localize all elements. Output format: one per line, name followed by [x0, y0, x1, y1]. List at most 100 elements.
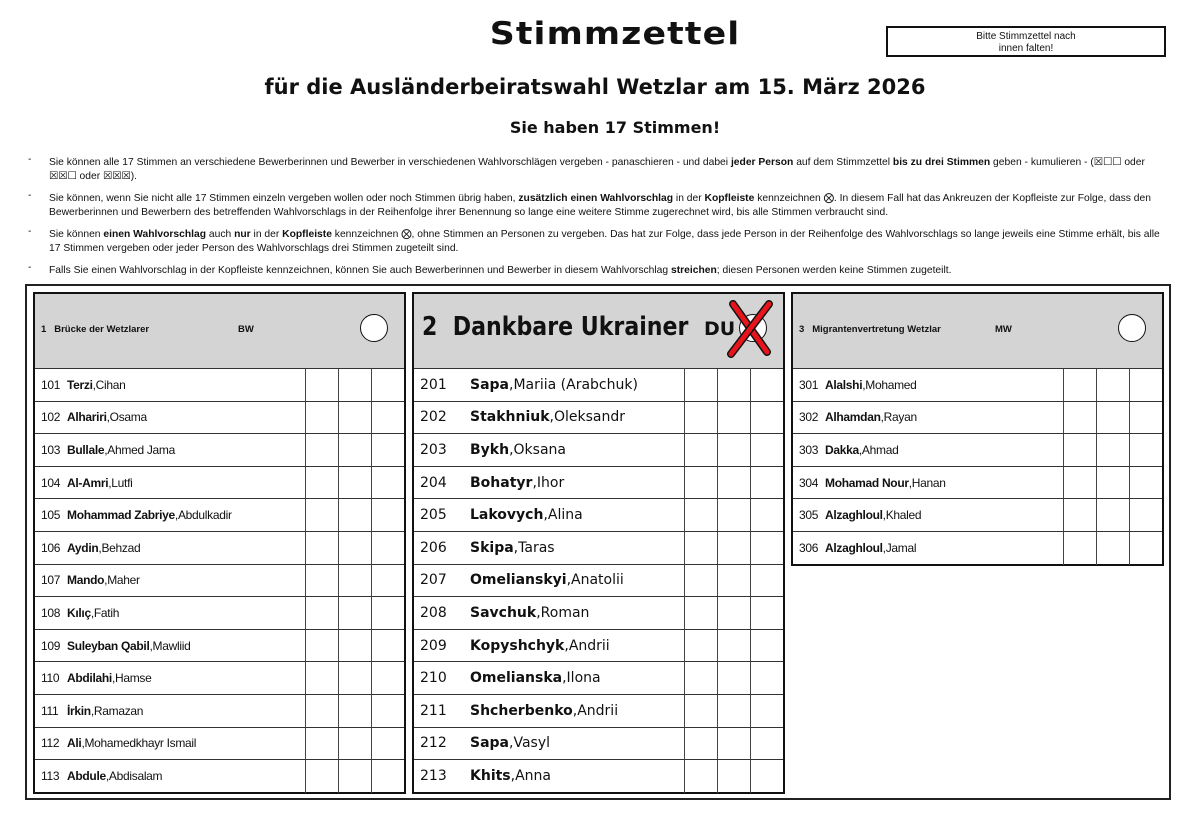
- vote-box[interactable]: [1096, 434, 1129, 466]
- vote-box[interactable]: [717, 694, 750, 727]
- vote-box[interactable]: [305, 662, 338, 694]
- vote-box[interactable]: [717, 760, 750, 793]
- vote-box[interactable]: [684, 564, 717, 597]
- vote-box[interactable]: [717, 466, 750, 499]
- vote-box[interactable]: [1129, 401, 1162, 434]
- vote-box[interactable]: [371, 662, 404, 694]
- vote-box[interactable]: [1096, 401, 1129, 434]
- vote-box[interactable]: [1129, 499, 1162, 531]
- vote-box[interactable]: [305, 499, 338, 531]
- vote-box[interactable]: [371, 629, 404, 662]
- vote-box[interactable]: [750, 499, 783, 531]
- vote-box[interactable]: [338, 434, 371, 466]
- vote-box[interactable]: [305, 434, 338, 466]
- vote-box[interactable]: [684, 597, 717, 629]
- vote-box[interactable]: [750, 564, 783, 597]
- vote-box[interactable]: [684, 531, 717, 564]
- vote-box[interactable]: [338, 662, 371, 694]
- vote-box[interactable]: [684, 694, 717, 727]
- vote-box[interactable]: [371, 760, 404, 793]
- vote-box[interactable]: [1063, 401, 1096, 434]
- vote-box[interactable]: [305, 564, 338, 597]
- vote-box[interactable]: [1063, 466, 1096, 499]
- vote-box[interactable]: [717, 434, 750, 466]
- vote-box[interactable]: [750, 694, 783, 727]
- vote-box[interactable]: [717, 564, 750, 597]
- vote-box[interactable]: [684, 434, 717, 466]
- vote-box[interactable]: [305, 629, 338, 662]
- vote-box[interactable]: [684, 662, 717, 694]
- vote-box[interactable]: [684, 760, 717, 793]
- vote-box[interactable]: [305, 760, 338, 793]
- vote-box[interactable]: [717, 662, 750, 694]
- vote-box[interactable]: [338, 531, 371, 564]
- vote-box[interactable]: [305, 369, 338, 401]
- vote-box[interactable]: [684, 499, 717, 531]
- vote-box[interactable]: [750, 760, 783, 793]
- vote-box[interactable]: [305, 694, 338, 727]
- vote-box[interactable]: [1063, 531, 1096, 565]
- vote-box[interactable]: [305, 466, 338, 499]
- vote-box[interactable]: [371, 466, 404, 499]
- vote-box[interactable]: [371, 597, 404, 629]
- vote-box[interactable]: [1063, 369, 1096, 401]
- vote-box[interactable]: [371, 434, 404, 466]
- vote-box[interactable]: [717, 499, 750, 531]
- vote-box[interactable]: [1096, 369, 1129, 401]
- vote-box[interactable]: [371, 401, 404, 434]
- vote-box[interactable]: [750, 369, 783, 401]
- vote-box[interactable]: [338, 760, 371, 793]
- vote-box[interactable]: [1096, 531, 1129, 565]
- vote-box[interactable]: [750, 662, 783, 694]
- vote-box[interactable]: [305, 531, 338, 564]
- candidate-number: 210: [420, 670, 447, 687]
- vote-box[interactable]: [750, 629, 783, 662]
- vote-box[interactable]: [338, 369, 371, 401]
- vote-box[interactable]: [717, 369, 750, 401]
- list-vote-circle[interactable]: [360, 314, 388, 342]
- vote-box[interactable]: [1096, 499, 1129, 531]
- vote-box[interactable]: [338, 401, 371, 434]
- vote-box[interactable]: [684, 466, 717, 499]
- vote-box[interactable]: [338, 466, 371, 499]
- vote-box[interactable]: [338, 564, 371, 597]
- vote-box[interactable]: [338, 694, 371, 727]
- vote-box[interactable]: [750, 727, 783, 760]
- vote-box[interactable]: [750, 531, 783, 564]
- vote-box[interactable]: [371, 694, 404, 727]
- vote-box[interactable]: [1129, 434, 1162, 466]
- vote-box[interactable]: [338, 597, 371, 629]
- vote-box[interactable]: [338, 499, 371, 531]
- vote-box[interactable]: [684, 727, 717, 760]
- vote-box[interactable]: [305, 401, 338, 434]
- vote-box[interactable]: [371, 531, 404, 564]
- vote-box[interactable]: [684, 401, 717, 434]
- vote-box[interactable]: [371, 727, 404, 760]
- vote-box[interactable]: [1129, 531, 1162, 565]
- list-vote-circle[interactable]: [1118, 314, 1146, 342]
- vote-box[interactable]: [305, 727, 338, 760]
- vote-box[interactable]: [1063, 499, 1096, 531]
- vote-box[interactable]: [750, 434, 783, 466]
- vote-box[interactable]: [305, 597, 338, 629]
- vote-box[interactable]: [338, 629, 371, 662]
- vote-box[interactable]: [717, 531, 750, 564]
- vote-box[interactable]: [750, 597, 783, 629]
- vote-box[interactable]: [371, 564, 404, 597]
- candidate-row: 203 Bykh, Oksana: [414, 434, 783, 467]
- vote-box[interactable]: [371, 499, 404, 531]
- vote-box[interactable]: [1129, 369, 1162, 401]
- vote-box[interactable]: [1063, 434, 1096, 466]
- vote-box[interactable]: [338, 727, 371, 760]
- vote-box[interactable]: [1096, 466, 1129, 499]
- vote-box[interactable]: [371, 369, 404, 401]
- vote-box[interactable]: [1129, 466, 1162, 499]
- vote-box[interactable]: [717, 727, 750, 760]
- vote-box[interactable]: [750, 401, 783, 434]
- vote-box[interactable]: [717, 597, 750, 629]
- vote-box[interactable]: [750, 466, 783, 499]
- vote-box[interactable]: [717, 401, 750, 434]
- vote-box[interactable]: [684, 629, 717, 662]
- vote-box[interactable]: [717, 629, 750, 662]
- vote-box[interactable]: [684, 369, 717, 401]
